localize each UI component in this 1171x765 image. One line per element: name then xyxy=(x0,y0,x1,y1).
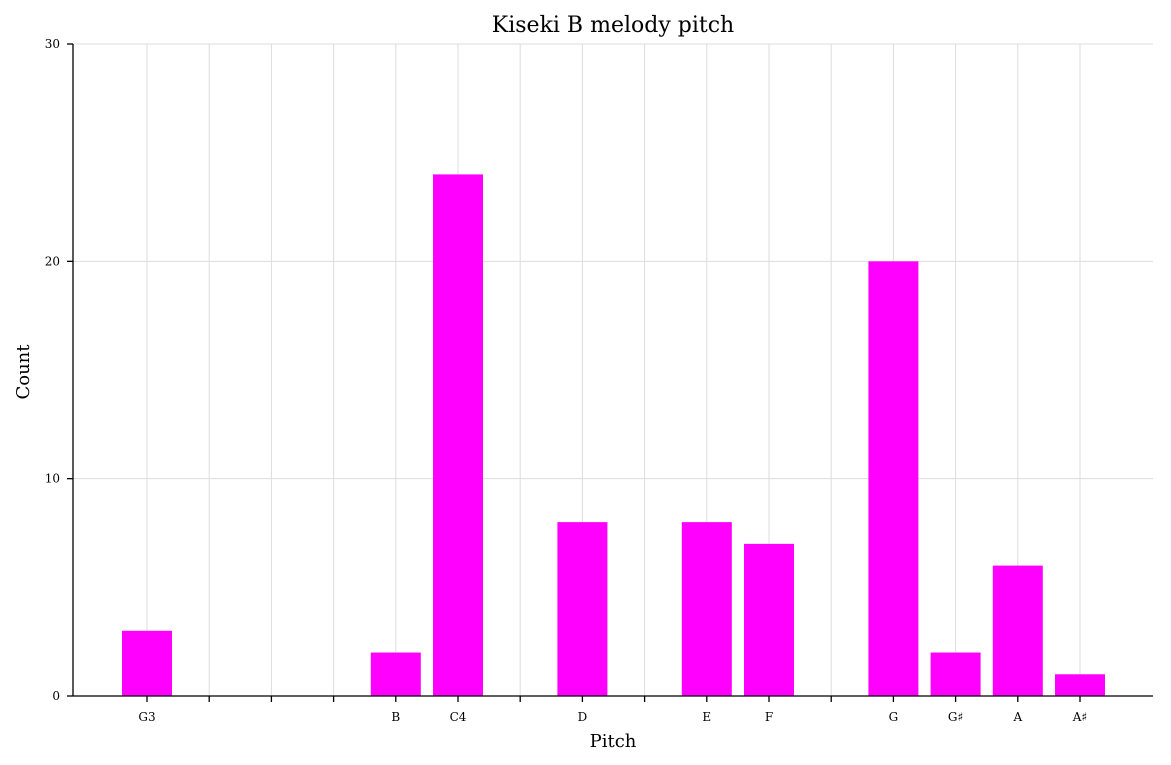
x-tick-label: C4 xyxy=(450,710,467,724)
labels-layer: 0 10 20 30 G3 B C4 D E F G G♯ A A♯ xyxy=(45,37,1088,724)
x-tick-label: A♯ xyxy=(1072,710,1087,724)
x-tick-label: D xyxy=(578,710,588,724)
bar xyxy=(557,522,608,696)
x-tick-label: F xyxy=(765,710,773,724)
y-tick-label: 30 xyxy=(45,37,60,51)
y-tick-label: 10 xyxy=(45,472,60,486)
y-axis-label: Count xyxy=(13,344,34,400)
x-tick-label: G xyxy=(889,710,899,724)
axes-layer xyxy=(67,43,1153,702)
bar xyxy=(681,522,732,696)
bars-layer xyxy=(122,174,1105,696)
bar xyxy=(370,652,421,696)
bar xyxy=(868,261,919,696)
x-tick-label: A xyxy=(1012,710,1022,724)
x-tick-label: E xyxy=(702,710,711,724)
x-tick-label: G3 xyxy=(138,710,155,724)
grid-layer xyxy=(73,43,1153,697)
chart-title: Kiseki B melody pitch xyxy=(492,13,734,38)
bar xyxy=(744,543,794,696)
bar xyxy=(433,174,483,696)
bar xyxy=(930,652,981,696)
y-tick-label: 0 xyxy=(52,689,60,703)
x-tick-label: G♯ xyxy=(948,710,963,724)
bar xyxy=(992,565,1043,696)
y-tick-label: 20 xyxy=(45,254,60,268)
bar xyxy=(1055,674,1105,696)
x-axis-label: Pitch xyxy=(590,731,637,752)
x-tick-label: B xyxy=(391,710,400,724)
bar xyxy=(122,630,172,696)
